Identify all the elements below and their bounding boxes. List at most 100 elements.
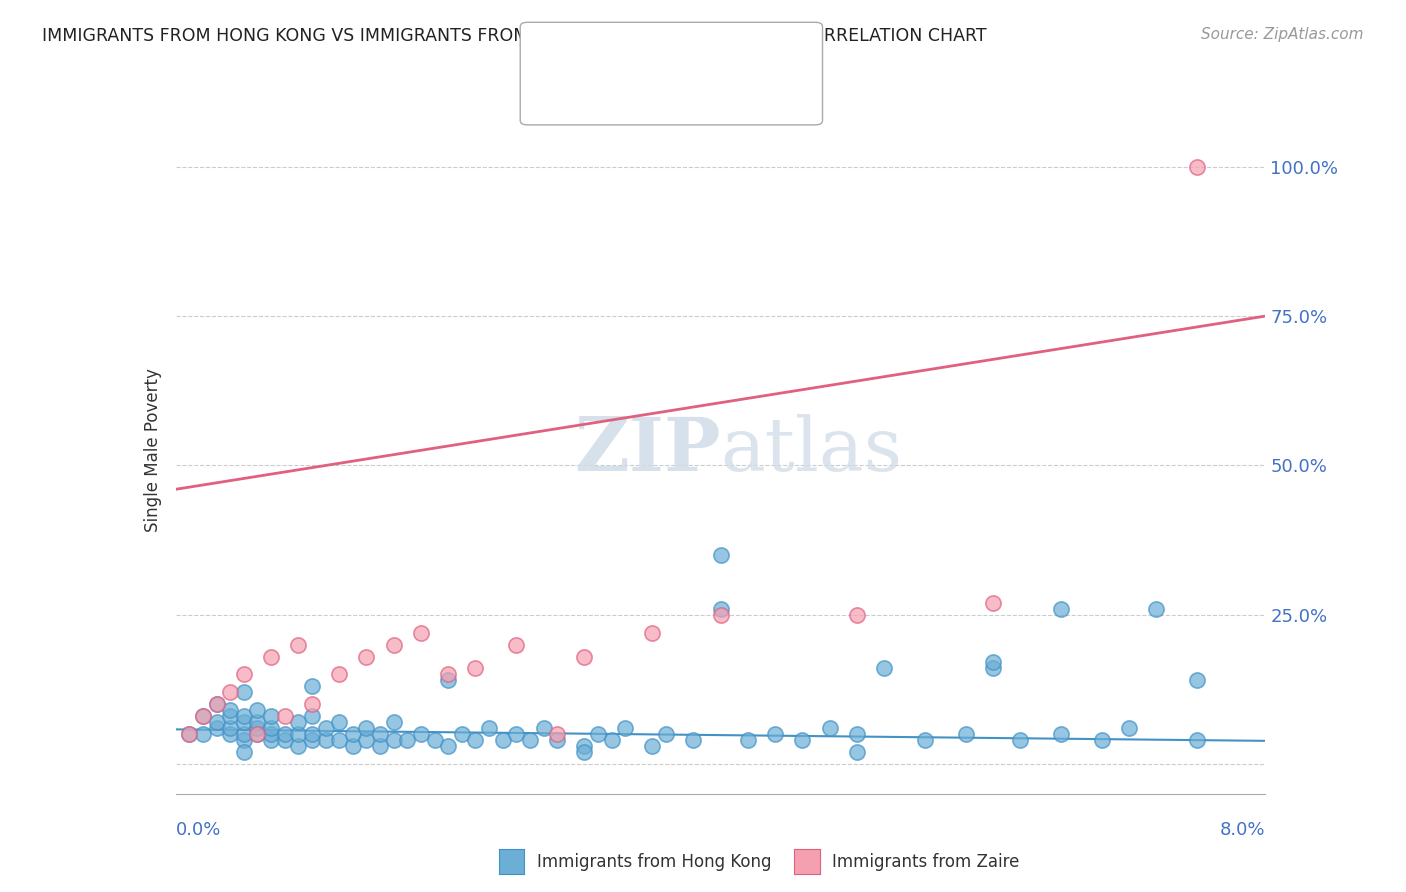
Point [546,727,568,741]
Point [260,721,283,735]
Point [574,649,596,664]
Point [423,733,446,747]
Point [246,721,269,735]
Point [1144,601,1167,615]
Point [450,727,472,741]
Point [614,721,637,735]
Point [1187,160,1209,174]
Point [914,733,936,747]
Point [682,733,704,747]
Point [179,727,201,741]
Text: R = -0.024  N = 87: R = -0.024 N = 87 [581,43,752,61]
Point [382,638,405,652]
Point [981,661,1004,675]
Point [219,703,242,717]
Point [641,625,664,640]
Point [368,739,391,753]
Point [464,733,486,747]
Point [574,745,596,759]
Point [219,721,242,735]
Point [533,721,555,735]
Point [205,698,228,712]
Text: 0.0%: 0.0% [176,821,221,838]
Point [1187,733,1209,747]
Point [368,727,391,741]
Point [437,739,460,753]
Point [274,727,297,741]
Point [205,721,228,735]
Point [232,685,254,699]
Point [1187,673,1209,688]
Point [519,733,541,747]
Point [328,733,350,747]
Point [1050,727,1073,741]
Point [981,656,1004,670]
Text: IMMIGRANTS FROM HONG KONG VS IMMIGRANTS FROM ZAIRE SINGLE MALE POVERTY CORRELATI: IMMIGRANTS FROM HONG KONG VS IMMIGRANTS … [42,27,987,45]
Point [274,709,297,723]
Point [737,733,759,747]
Point [246,715,269,730]
Point [301,698,323,712]
Point [301,733,323,747]
Point [246,727,269,741]
Text: Immigrants from Hong Kong: Immigrants from Hong Kong [537,853,772,871]
Point [342,727,364,741]
Point [437,667,460,681]
Text: 8.0%: 8.0% [1220,821,1265,838]
Point [655,727,678,741]
Y-axis label: Single Male Poverty: Single Male Poverty [143,368,162,533]
Point [260,649,283,664]
Text: atlas: atlas [721,414,903,487]
Point [260,709,283,723]
Point [356,649,378,664]
Point [478,721,501,735]
Point [641,739,664,753]
Point [219,727,242,741]
Point [260,727,283,741]
Point [955,727,977,741]
Point [792,733,814,747]
Point [260,733,283,747]
Point [205,698,228,712]
Point [873,661,896,675]
Point [274,733,297,747]
Point [219,709,242,723]
Point [287,638,309,652]
Point [232,745,254,759]
Text: ZIP: ZIP [574,414,721,487]
Point [287,727,309,741]
Point [505,638,527,652]
Point [437,673,460,688]
Point [492,733,515,747]
Point [763,727,786,741]
Text: Immigrants from Zaire: Immigrants from Zaire [832,853,1019,871]
Point [219,685,242,699]
Point [328,715,350,730]
Point [232,709,254,723]
Point [1050,601,1073,615]
Point [232,733,254,747]
Point [546,733,568,747]
Point [710,607,733,622]
Point [845,727,868,741]
Point [845,745,868,759]
Point [1091,733,1114,747]
Point [396,733,419,747]
Point [574,739,596,753]
Point [1118,721,1140,735]
Point [845,607,868,622]
Point [191,727,214,741]
Point [301,727,323,741]
Point [342,739,364,753]
Point [356,733,378,747]
Point [301,709,323,723]
Point [382,715,405,730]
Point [818,721,841,735]
Point [232,715,254,730]
Point [981,596,1004,610]
Point [710,601,733,615]
Point [301,679,323,693]
Point [600,733,623,747]
Point [409,727,432,741]
Point [586,727,609,741]
